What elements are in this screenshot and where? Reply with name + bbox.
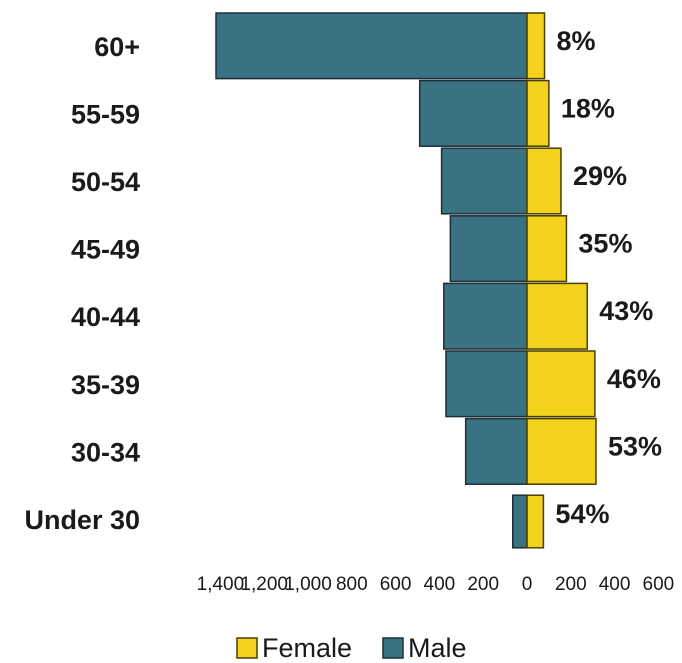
legend-swatch-male — [382, 637, 404, 659]
bar-male-2 — [440, 147, 528, 215]
bar-female-6 — [526, 417, 597, 485]
data-label-1: 18% — [561, 93, 615, 123]
bars-layer — [215, 12, 597, 549]
bar-female-0 — [526, 12, 546, 80]
bar-male-1 — [418, 79, 528, 147]
category-label-5: 35-39 — [71, 370, 140, 400]
legend-label-male: Male — [408, 633, 467, 663]
data-label-6: 53% — [608, 431, 662, 461]
category-label-7: Under 30 — [24, 505, 140, 535]
bar-female-1 — [526, 79, 550, 147]
category-label-0: 60+ — [94, 32, 140, 62]
data-labels: 8% 18% 29% 35% 43% 46% 53% 54% — [555, 26, 662, 529]
legend-label-female: Female — [262, 633, 352, 663]
category-labels: 60+ 55-59 50-54 45-49 40-44 35-39 30-34 Under 3… — [24, 32, 140, 535]
legend: Female Male — [236, 633, 467, 663]
category-label-1: 55-59 — [71, 99, 140, 129]
legend-swatch-female — [236, 637, 258, 659]
bar-male-4 — [443, 282, 528, 350]
bar-female-5 — [526, 350, 596, 418]
category-label-4: 40-44 — [71, 302, 140, 332]
bar-female-7 — [526, 494, 545, 549]
bar-female-3 — [526, 215, 568, 283]
bar-male-5 — [445, 350, 528, 418]
bar-male-7 — [512, 494, 528, 549]
category-label-6: 30-34 — [71, 437, 140, 467]
x-tick-label-6: 200 — [467, 574, 499, 595]
category-label-3: 45-49 — [71, 235, 140, 265]
x-tick-label-7: 0 — [522, 574, 533, 595]
bar-male-0 — [215, 12, 528, 80]
x-tick-label-4: 600 — [380, 574, 412, 595]
data-label-7: 54% — [555, 499, 609, 529]
data-label-5: 46% — [607, 364, 661, 394]
x-tick-label-9: 400 — [599, 574, 631, 595]
x-tick-label-10: 600 — [643, 574, 675, 595]
bar-male-6 — [464, 417, 528, 485]
data-label-4: 43% — [599, 296, 653, 326]
bar-male-3 — [449, 215, 528, 283]
x-tick-label-1: 1,200 — [240, 574, 288, 595]
data-label-2: 29% — [573, 161, 627, 191]
x-tick-label-2: 1,000 — [284, 574, 332, 595]
data-label-3: 35% — [578, 229, 632, 259]
category-label-2: 50-54 — [71, 167, 140, 197]
x-tick-label-8: 200 — [555, 574, 587, 595]
bar-female-4 — [526, 282, 588, 350]
bar-female-2 — [526, 147, 562, 215]
x-tick-label-0: 1,400 — [197, 574, 245, 595]
x-tick-label-3: 800 — [336, 574, 368, 595]
x-tick-label-5: 400 — [424, 574, 456, 595]
data-label-0: 8% — [557, 26, 596, 56]
